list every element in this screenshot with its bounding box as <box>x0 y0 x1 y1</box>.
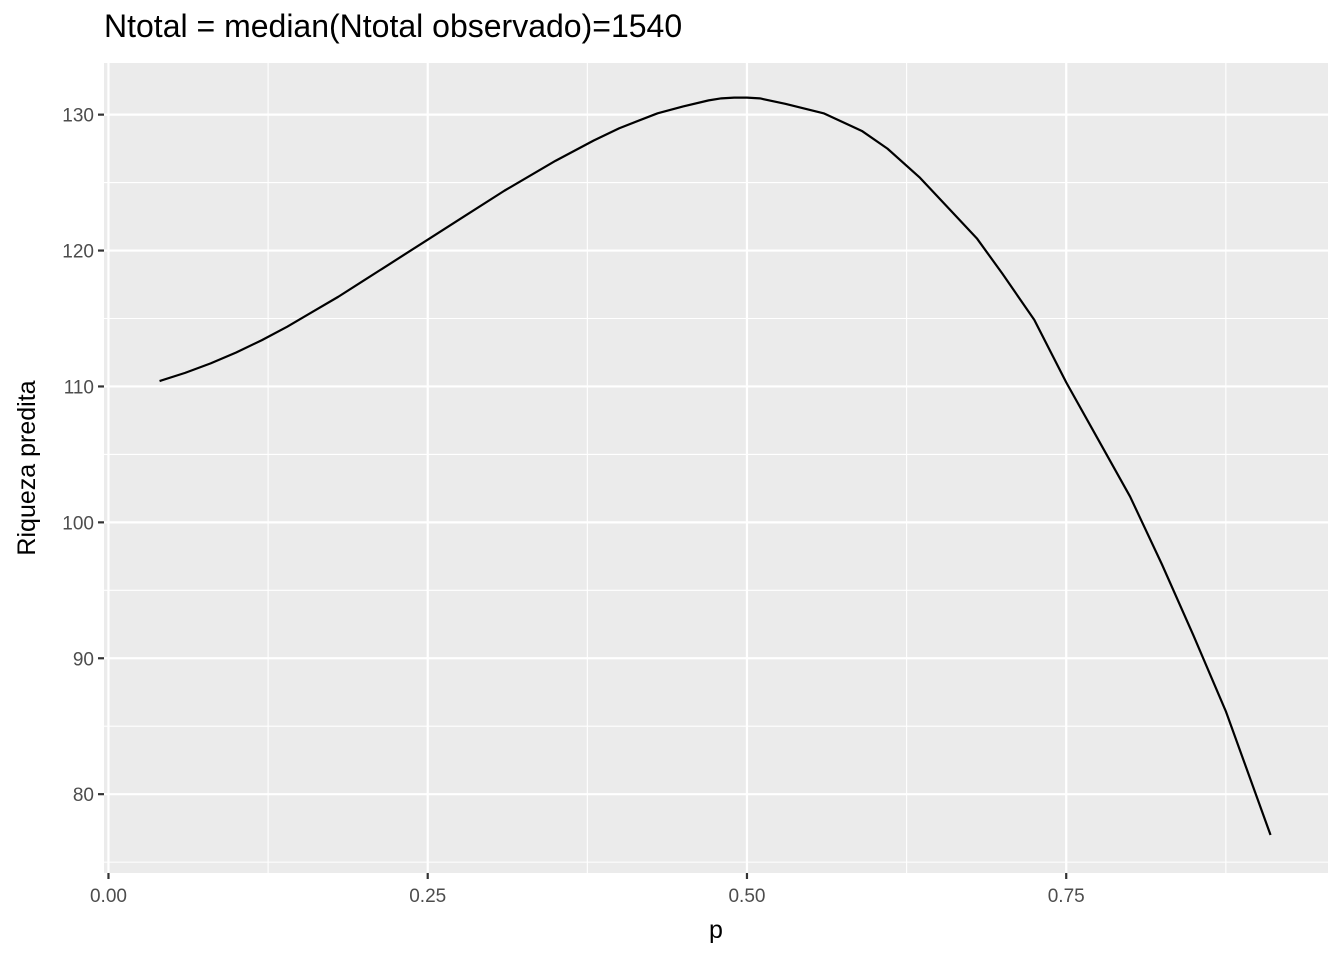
y-tick-label: 130 <box>62 106 94 127</box>
x-axis: 0.00 0.25 0.50 0.75 <box>90 873 1085 907</box>
minor-gridlines-x <box>267 63 1227 873</box>
x-tick-label: 0.25 <box>409 886 446 907</box>
y-tick-label: 100 <box>62 513 94 534</box>
series-line-1 <box>159 96 1272 836</box>
y-axis: 80 90 100 110 120 130 <box>62 106 104 806</box>
plot-panel <box>104 63 1328 873</box>
major-gridlines-x <box>107 63 1068 873</box>
minor-gridlines-y <box>104 182 1328 863</box>
y-tick-label: 90 <box>73 649 94 670</box>
y-tick-label: 80 <box>73 785 94 806</box>
y-tick-label: 110 <box>64 377 94 398</box>
x-tick-label: 0.00 <box>90 886 127 907</box>
chart-title: Ntotal = median(Ntotal observado)=1540 <box>104 8 683 44</box>
y-tick-label: 120 <box>62 242 94 263</box>
series-layer <box>159 96 1272 836</box>
x-tick-label: 0.50 <box>728 886 765 907</box>
major-gridlines-y <box>104 113 1328 796</box>
x-axis-title: p <box>709 916 723 944</box>
y-axis-title: Riqueza predita <box>13 380 41 555</box>
x-tick-label: 0.75 <box>1048 886 1085 907</box>
